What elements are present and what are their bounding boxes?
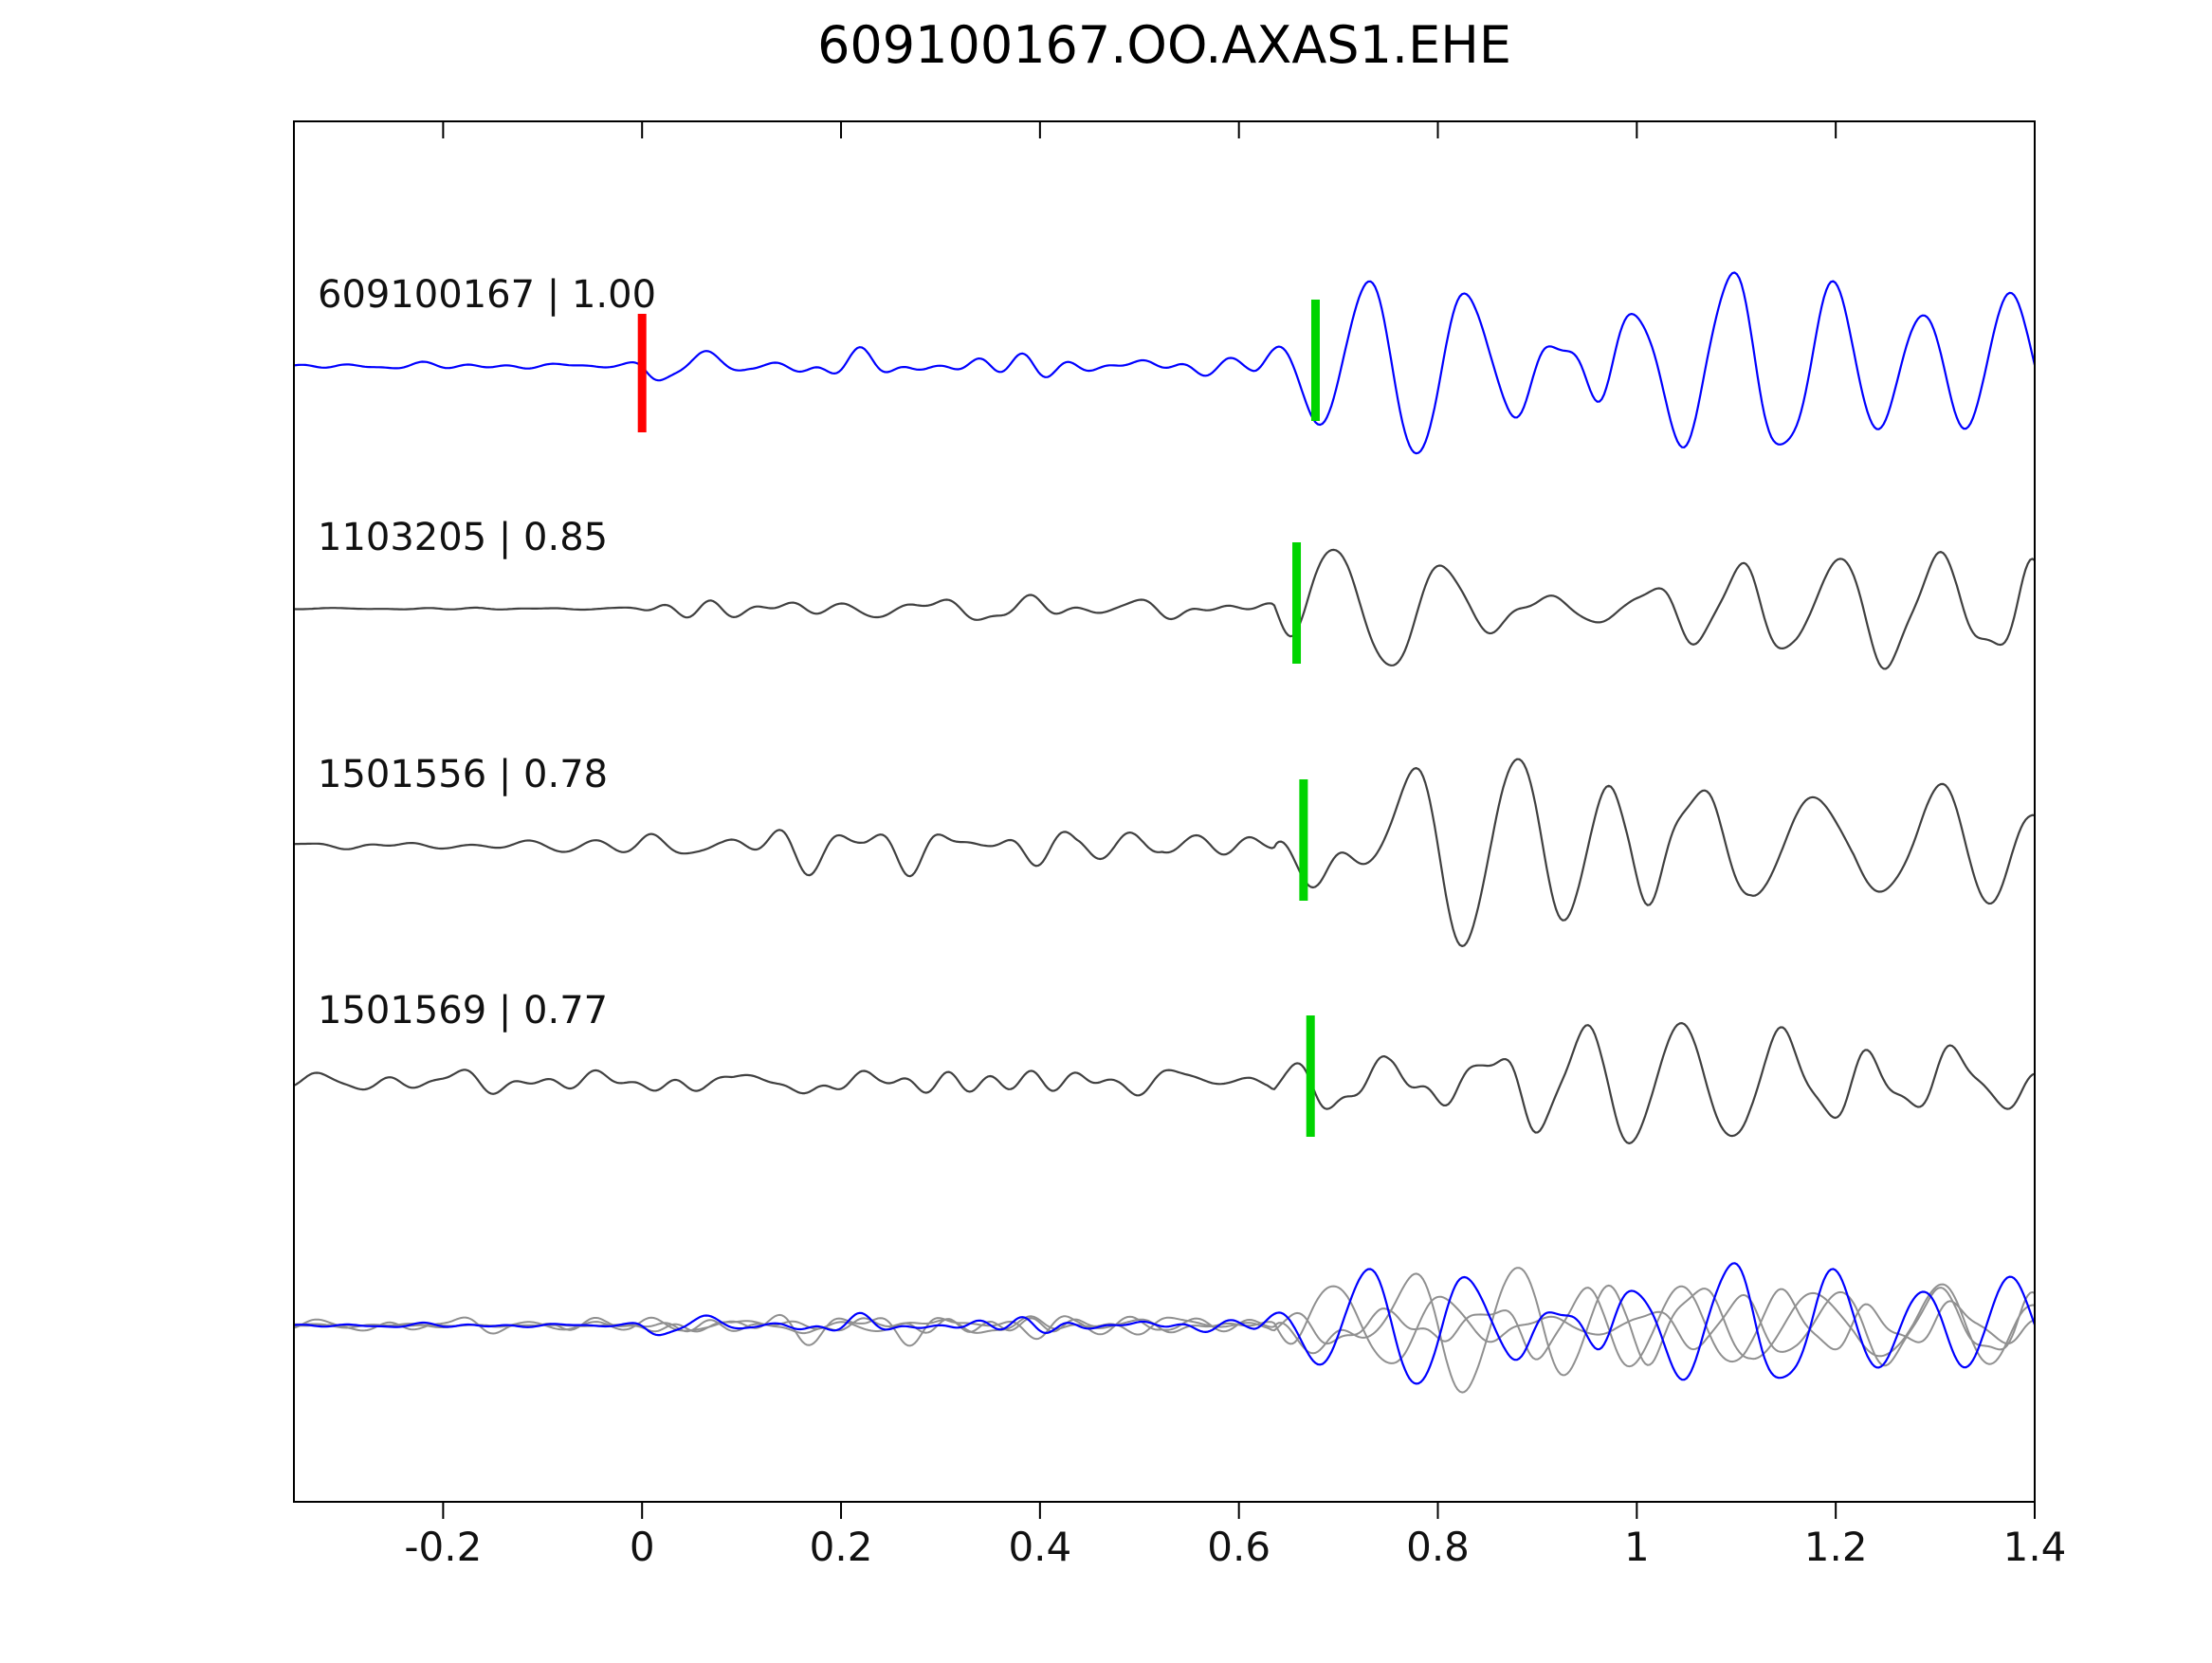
overlay-trace-1501569 [294,1285,2035,1368]
trace-label-1501556: 1501556 | 0.78 [318,753,608,796]
traces-group [294,271,2035,1394]
x-tick-label: 1.2 [1804,1524,1868,1570]
x-tick-label: 0.2 [810,1524,873,1570]
axes-box [293,120,2036,1503]
trace-label-1103205: 1103205 | 0.85 [318,516,608,559]
x-tick-label: 1.4 [2003,1524,2067,1570]
figure-title: 609100167.OO.AXAS1.EHE [817,15,1511,75]
waveform-trace-1501569 [294,1022,2035,1144]
trace-label-609100167: 609100167 | 1.00 [318,273,656,317]
x-tick-label: 0.6 [1207,1524,1271,1570]
x-tick-label: 1 [1624,1524,1650,1570]
waveform-trace-1501556 [294,758,2035,947]
overlay-trace-609100167 [294,1262,2035,1385]
x-tick-label: -0.2 [404,1524,482,1570]
waveform-trace-1103205 [294,548,2035,670]
waveform-trace-609100167 [294,271,2035,455]
overlay-trace-1501556 [294,1267,2035,1394]
x-tick-label: 0.4 [1008,1524,1071,1570]
x-tick-label: 0 [630,1524,655,1570]
x-tick-label: 0.8 [1406,1524,1470,1570]
trace-label-1501569: 1501569 | 0.77 [318,989,608,1033]
